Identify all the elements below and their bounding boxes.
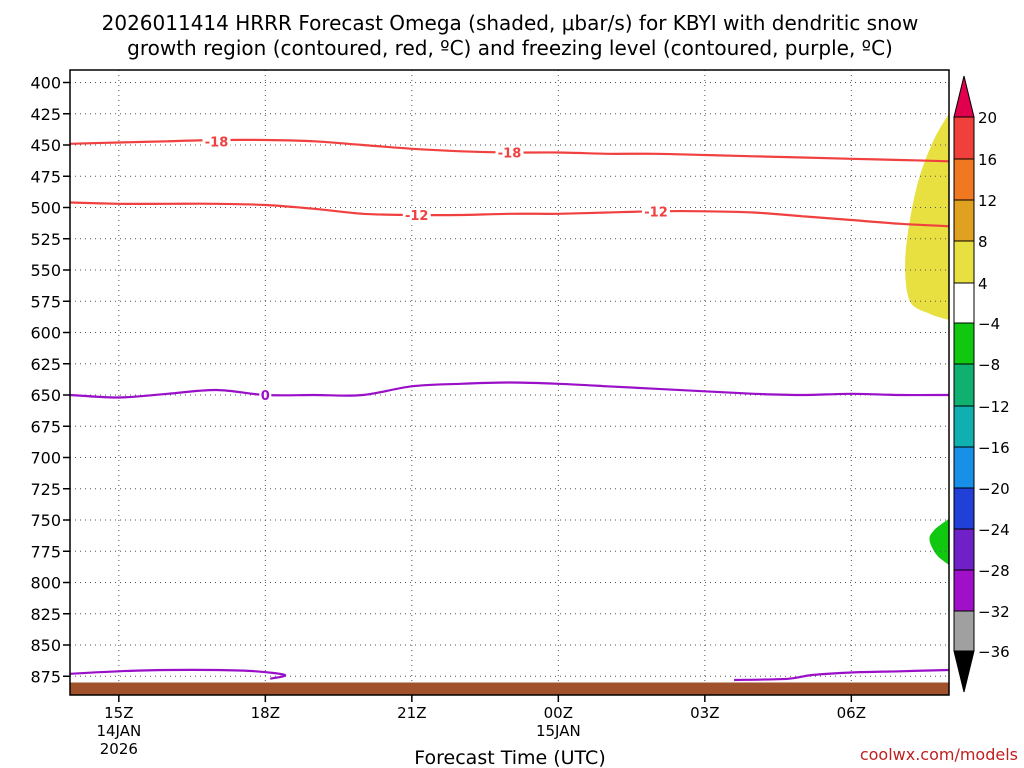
x-tick-label: 06Z <box>837 704 866 722</box>
y-tick-label: 775 <box>30 542 61 561</box>
colorbar-tick-label: −20 <box>978 480 1010 498</box>
plot-frame <box>69 69 950 696</box>
y-tick-label: 850 <box>30 636 61 655</box>
contour-label: 0 <box>261 389 270 404</box>
y-tick-label: 800 <box>30 574 61 593</box>
credit-text: coolwx.com/models <box>860 745 1018 764</box>
colorbar-segment <box>953 405 975 448</box>
ground-strip <box>70 682 949 695</box>
y-tick-label: 525 <box>30 230 61 249</box>
colorbar-tick-label: 16 <box>978 151 997 169</box>
colorbar-segment <box>953 569 975 612</box>
y-tick-label: 625 <box>30 355 61 374</box>
y-axis: 400 425 450 475 500 525 550 575 600 625 650 675 700 7… <box>30 74 70 686</box>
colorbar: 20 16 12 8 4 −4 −8 −12 −16 −20 −24 −28 −32 −36 <box>953 75 1010 693</box>
colorbar-tick-label: −28 <box>978 562 1010 580</box>
x-tick-label: 15Z <box>104 704 133 722</box>
contour-labels: -18 -18 -12 -12 0 <box>202 134 670 404</box>
x-tick-year: 2026 <box>100 740 138 758</box>
colorbar-tick-label: 12 <box>978 192 997 210</box>
colorbar-tick-label: −32 <box>978 603 1010 621</box>
contour-line-2 <box>69 381 950 399</box>
x-axis-label: Forecast Time (UTC) <box>414 747 605 768</box>
x-tick-date: 15JAN <box>536 722 581 740</box>
colorbar-segment <box>953 487 975 530</box>
y-tick-label: 825 <box>30 605 61 624</box>
y-tick-label: 550 <box>30 261 61 280</box>
y-tick-label: 875 <box>30 667 61 686</box>
colorbar-tick-label: −8 <box>978 356 1000 374</box>
y-tick-label: 500 <box>30 199 61 218</box>
y-tick-label: 650 <box>30 386 61 405</box>
colorbar-segment <box>953 158 975 201</box>
colorbar-tick-label: −12 <box>978 398 1010 416</box>
contour-label-bg <box>642 204 670 219</box>
x-tick-date: 14JAN <box>96 722 141 740</box>
y-tick-label: 675 <box>30 417 61 436</box>
y-tick-label: 750 <box>30 511 61 530</box>
colorbar-segment <box>953 322 975 365</box>
x-tick-label: 18Z <box>251 704 280 722</box>
contour-label: -18 <box>498 147 522 162</box>
colorbar-segment <box>953 282 975 324</box>
colorbar-tick-label: 8 <box>978 233 988 251</box>
colorbar-tick-label: −24 <box>978 521 1010 539</box>
omega-shading <box>905 113 949 565</box>
colorbar-segment <box>953 610 975 652</box>
y-tick-label: 725 <box>30 480 61 499</box>
colorbar-segment <box>953 528 975 571</box>
colorbar-segment <box>953 116 975 160</box>
y-tick-label: 400 <box>30 74 61 93</box>
y-tick-label: 575 <box>30 292 61 311</box>
y-tick-label: 475 <box>30 167 61 186</box>
ground-bar <box>70 682 949 695</box>
colorbar-bottom-arrow <box>953 650 975 693</box>
x-tick-label: 00Z <box>544 704 573 722</box>
colorbar-tick-label: −36 <box>978 643 1010 661</box>
colorbar-tick-label: −4 <box>978 315 1000 333</box>
contour-label-bg <box>259 388 272 402</box>
contour-label: -18 <box>205 135 229 150</box>
colorbar-top-arrow <box>953 75 975 118</box>
colorbar-tick-label: 20 <box>978 109 997 127</box>
contour-label-bg <box>495 145 524 160</box>
colorbar-segment <box>953 446 975 489</box>
contour-line-3 <box>69 668 287 680</box>
x-tick-label: 21Z <box>397 704 426 722</box>
contour-line-4 <box>734 668 950 682</box>
x-tick-label: 03Z <box>690 704 719 722</box>
y-tick-label: 600 <box>30 324 61 343</box>
contour-label-bg <box>402 208 431 222</box>
shaded-region-0 <box>905 113 949 320</box>
y-tick-label: 450 <box>30 136 61 155</box>
colorbar-segment <box>953 199 975 242</box>
colorbar-tick-label: −16 <box>978 439 1010 457</box>
shaded-region-1 <box>929 518 949 565</box>
contour-label: -12 <box>405 209 429 224</box>
y-tick-label: 700 <box>30 449 61 468</box>
grid-lines <box>70 70 949 695</box>
colorbar-tick-label: 4 <box>978 275 988 293</box>
contour-line-1 <box>69 201 950 228</box>
contour-lines <box>69 138 950 682</box>
contour-label-bg <box>202 134 231 149</box>
colorbar-segment <box>953 363 975 407</box>
y-tick-label: 425 <box>30 105 61 124</box>
chart-title-line-2: growth region (contoured, red, ºC) and f… <box>127 36 893 60</box>
chart-title-line-1: 2026011414 HRRR Forecast Omega (shaded, … <box>102 11 919 35</box>
contour-label: -12 <box>644 205 668 220</box>
colorbar-segment <box>953 240 975 284</box>
